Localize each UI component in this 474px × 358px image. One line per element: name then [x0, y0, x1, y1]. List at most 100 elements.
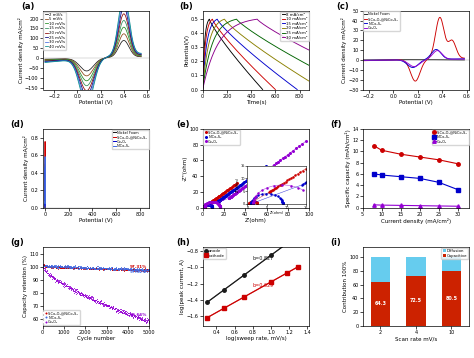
Point — [61, 281, 68, 286]
Point — [90, 297, 97, 303]
Legend: Nickel Foam, S-Co₂O₃@NiCo₂S₄, Co₃O₄, NiCo₂S₄: Nickel Foam, S-Co₂O₃@NiCo₂S₄, Co₃O₄, NiC… — [112, 130, 149, 149]
Point — [112, 266, 119, 271]
S-Co₂O₃@NiCo₂S₄ — [455, 161, 461, 166]
Point — [78, 264, 86, 270]
S-Co₂O₃@NiCo₂S₄ — [360, 59, 365, 63]
Point — [118, 307, 126, 313]
Point — [92, 300, 100, 306]
Point — [102, 265, 109, 271]
10 mV/s — [67, 58, 73, 62]
30 mV/s — [99, 59, 105, 63]
NiCo₂S₄ — [203, 203, 209, 207]
Co₃O₄ — [42, 203, 48, 208]
Point — [89, 264, 96, 270]
8 mA/cm² — [260, 87, 265, 92]
Point — [81, 265, 89, 271]
Point — [79, 265, 87, 271]
Point — [135, 313, 142, 319]
S-Co₂O₃@NiCo₂S₄ — [437, 15, 443, 20]
Point — [79, 266, 87, 271]
Point — [79, 265, 86, 271]
Point — [67, 285, 74, 291]
Point — [144, 267, 152, 273]
Point — [91, 265, 98, 271]
Point — [131, 267, 139, 272]
Point — [59, 264, 67, 270]
Point — [112, 308, 119, 314]
Point — [143, 266, 150, 272]
Point — [98, 266, 105, 271]
Text: 97.31%: 97.31% — [130, 265, 147, 269]
Point — [43, 270, 51, 275]
Point — [90, 266, 98, 272]
Point — [100, 265, 108, 271]
Point — [71, 264, 78, 270]
Point — [66, 265, 74, 270]
Nickel Foam — [386, 58, 392, 62]
2 mV/s — [42, 57, 48, 61]
Point — [49, 274, 57, 280]
Point — [63, 264, 71, 270]
Point — [69, 265, 77, 271]
Point — [103, 266, 110, 271]
Point — [141, 266, 149, 272]
Point — [66, 285, 74, 290]
Point — [119, 310, 127, 315]
Point — [82, 265, 90, 270]
Point — [96, 265, 103, 271]
Point — [75, 263, 82, 269]
Point — [143, 319, 150, 325]
Point — [46, 263, 53, 269]
Point — [40, 262, 47, 268]
Point — [54, 278, 61, 284]
Point — [127, 310, 134, 315]
Point — [84, 294, 91, 300]
Point — [133, 268, 141, 274]
Point — [85, 266, 93, 271]
Point — [123, 265, 130, 271]
Point — [103, 303, 110, 309]
Point — [61, 263, 68, 269]
Point — [128, 267, 135, 273]
Point — [48, 264, 55, 270]
Point — [133, 314, 141, 320]
Point — [132, 267, 139, 273]
Co₃O₄ — [42, 208, 48, 212]
Point — [54, 263, 61, 269]
20 mV/s — [121, 12, 127, 16]
Point — [62, 282, 70, 288]
Point — [87, 295, 94, 301]
Line: Co₃O₄: Co₃O₄ — [363, 50, 465, 67]
Point — [71, 265, 79, 270]
Point — [116, 307, 123, 313]
Point — [58, 264, 65, 270]
Point — [106, 305, 113, 311]
Point — [67, 285, 75, 290]
Point — [87, 293, 95, 299]
Point — [109, 266, 117, 272]
Point — [120, 310, 128, 315]
Point — [55, 265, 62, 271]
20 mA/cm² — [320, 87, 326, 92]
S-Co₂O₃@NiCo₂S₄ — [406, 66, 411, 70]
Point — [131, 313, 139, 319]
Point — [64, 265, 72, 271]
Point — [140, 269, 148, 275]
Point — [81, 264, 89, 270]
Point — [49, 263, 56, 269]
Point — [59, 264, 66, 270]
Point — [71, 265, 79, 271]
Point — [130, 313, 138, 319]
Point — [134, 267, 142, 272]
Point — [113, 266, 121, 272]
Point — [47, 274, 55, 279]
Point — [87, 265, 94, 271]
Co₃O₄ — [437, 49, 442, 54]
Point — [70, 266, 78, 271]
Point — [39, 264, 46, 270]
NiCo₂S₄ — [436, 180, 442, 184]
15 mV/s — [84, 83, 90, 88]
S-Co₂O₃@NiCo₂S₄ — [437, 15, 442, 20]
15 mA/cm² — [200, 86, 206, 90]
Point — [69, 286, 76, 292]
